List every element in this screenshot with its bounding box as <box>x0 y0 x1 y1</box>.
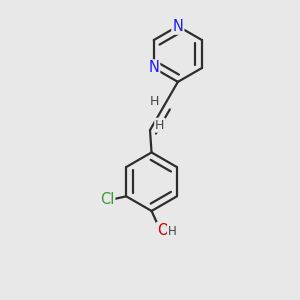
Text: H: H <box>155 119 165 132</box>
Text: N: N <box>148 61 159 76</box>
Text: O: O <box>157 223 169 238</box>
Text: N: N <box>172 19 183 34</box>
Text: H: H <box>168 225 177 238</box>
Text: H: H <box>149 94 159 108</box>
Text: Cl: Cl <box>100 192 114 207</box>
